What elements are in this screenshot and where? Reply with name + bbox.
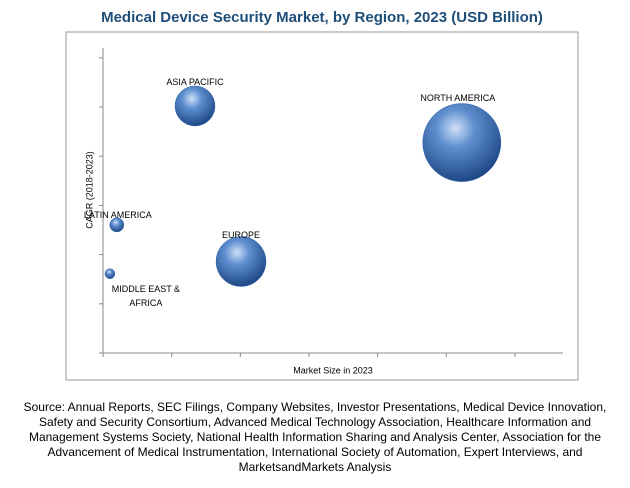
- x-axis-label: Market Size in 2023: [293, 365, 373, 375]
- axes: [99, 48, 563, 357]
- source-note: Source: Annual Reports, SEC Filings, Com…: [23, 400, 607, 474]
- bubble: [104, 268, 116, 279]
- bubble-label: EUROPE: [221, 229, 260, 240]
- bubble-label: MIDDLE EAST & AFRICA: [111, 283, 181, 308]
- chart-title: Medical Device Security Market, by Regio…: [101, 9, 543, 26]
- bubble: [215, 236, 267, 287]
- chart: Medical Device Security Market, by Regio…: [65, 9, 579, 381]
- plot-frame: [65, 31, 579, 381]
- bubble: [109, 217, 125, 233]
- bubble-label: ASIA PACIFIC: [166, 76, 224, 87]
- bubble: [422, 103, 502, 182]
- bubble-label: LATIN AMERICA: [83, 209, 152, 220]
- bubble-label: NORTH AMERICA: [420, 92, 496, 103]
- y-axis-label: CAGR (2018-2023): [84, 151, 94, 229]
- bubble: [174, 85, 216, 127]
